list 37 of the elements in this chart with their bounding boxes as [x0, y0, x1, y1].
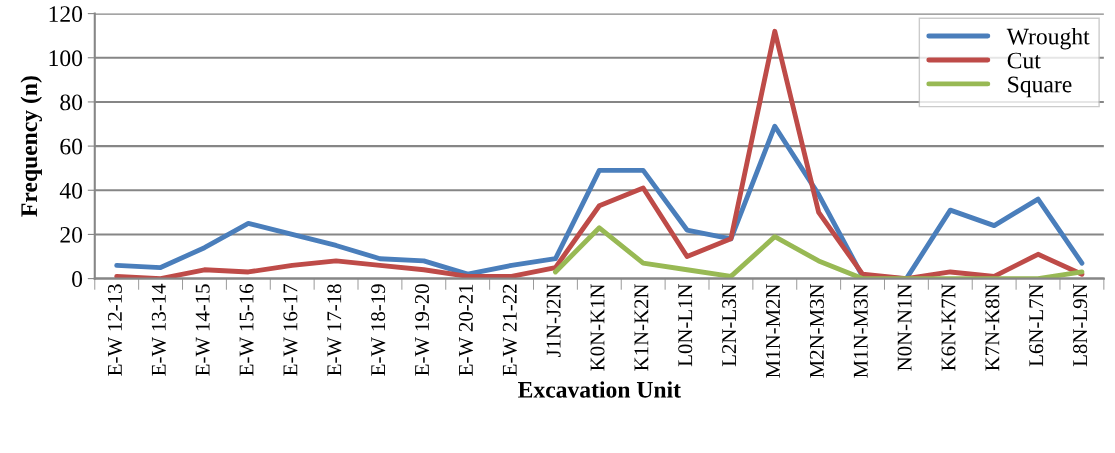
y-axis-title: Frequency (n): [20, 76, 42, 217]
y-tick-label: 100: [49, 50, 83, 67]
x-tick-label: E-W 15-16: [239, 284, 254, 376]
x-tick-label: K1N-K2N: [634, 283, 649, 371]
line-series: [553, 225, 1085, 279]
x-tick-label: E-W 13-14: [151, 283, 166, 376]
line-series: [114, 123, 1085, 279]
x-tick-label: E-W 16-17: [283, 284, 298, 376]
y-tick-label: 40: [59, 182, 83, 199]
x-tick-label: K0N-K1N: [590, 283, 605, 371]
y-tick-label: 60: [60, 138, 83, 155]
x-tick-label: J1N-J2N: [546, 283, 561, 358]
x-tick-label: L8N-L9N: [1073, 283, 1088, 367]
x-tick-label: N0N-N1N: [897, 283, 912, 371]
x-tick-label: E-W 12-13: [107, 284, 123, 376]
x-tick-label: K6N-K7N: [941, 283, 956, 371]
x-tick-label: E-W 20-21: [458, 284, 474, 376]
legend-label: Cut: [1007, 52, 1041, 69]
x-tick-label: M1N-M3N: [853, 283, 868, 378]
x-axis-title: Excavation Unit: [518, 381, 681, 398]
y-tick-label: 80: [60, 94, 83, 111]
x-tick-label: E-W 17-18: [327, 284, 342, 376]
y-tick-label: 20: [60, 226, 83, 243]
x-tick-label: M2N-M3N: [809, 283, 824, 378]
x-tick-label: E-W 21-22: [502, 284, 517, 376]
legend-label: Square: [1008, 76, 1072, 98]
x-tick-label: L6N-L7N: [1029, 283, 1044, 367]
y-tick-label: 120: [49, 6, 83, 23]
x-tick-label: L0N-L1N: [678, 283, 693, 367]
x-tick-label: E-W 14-15: [195, 284, 210, 376]
legend-label: Wrought: [1006, 27, 1090, 50]
x-tick-label: L2N-L3N: [722, 283, 737, 367]
x-tick-label: E-W 19-20: [414, 284, 430, 376]
x-tick-label: K7N-K8N: [985, 283, 1000, 371]
x-tick-label: M1N-M2N: [766, 283, 780, 378]
y-tick-label: 0: [72, 271, 83, 288]
x-tick-label: E-W 18-19: [371, 284, 386, 376]
